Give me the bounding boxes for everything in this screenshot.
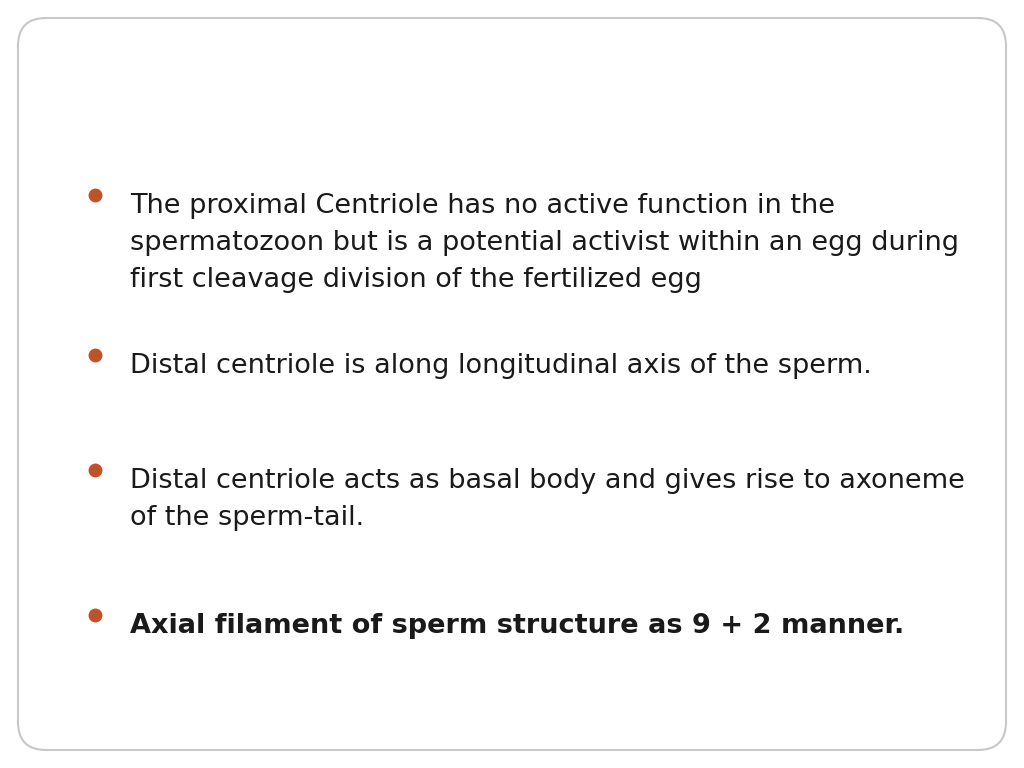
Text: Axial filament of sperm structure as 9 + 2 manner.: Axial filament of sperm structure as 9 +… — [130, 613, 904, 639]
Text: Distal centriole acts as basal body and gives rise to axoneme
of the sperm-tail.: Distal centriole acts as basal body and … — [130, 468, 965, 531]
Text: Distal centriole is along longitudinal axis of the sperm.: Distal centriole is along longitudinal a… — [130, 353, 871, 379]
Text: The proximal Centriole has no active function in the
spermatozoon but is a poten: The proximal Centriole has no active fun… — [130, 193, 959, 293]
FancyBboxPatch shape — [18, 18, 1006, 750]
